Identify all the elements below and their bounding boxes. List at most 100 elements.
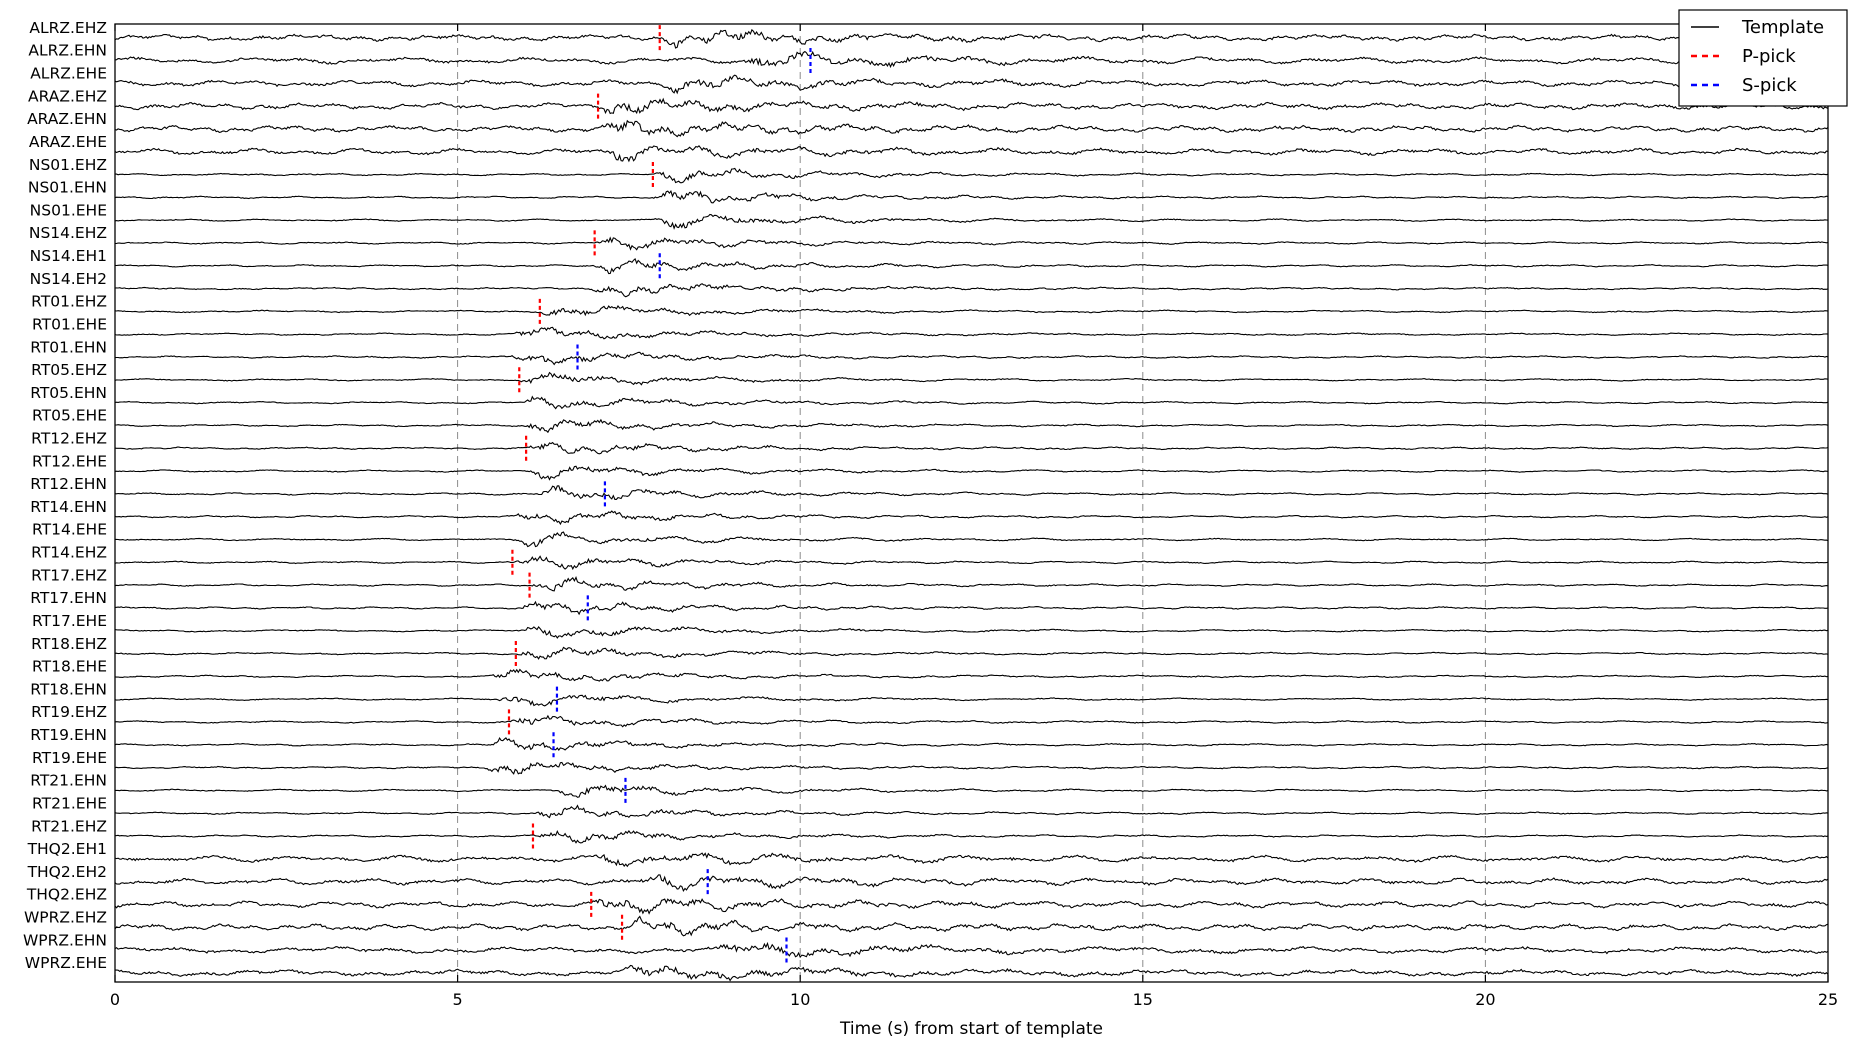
channel-label: RT12.EHE xyxy=(32,452,107,470)
channel-label: RT17.EHZ xyxy=(31,566,107,584)
channel-label: RT14.EHE xyxy=(32,521,107,539)
trace-thq2-ehz xyxy=(114,898,1829,915)
trace-rt19-ehe xyxy=(114,761,1829,775)
trace-rt05-ehn xyxy=(114,395,1829,410)
channel-label: RT14.EHZ xyxy=(31,544,107,562)
x-tick-label: 10 xyxy=(790,990,810,1009)
channel-label: RT05.EHN xyxy=(30,384,107,402)
channel-label: THQ2.EH2 xyxy=(27,863,107,881)
x-tick-label: 0 xyxy=(110,990,120,1009)
trace-ns14-eh2 xyxy=(114,283,1829,298)
trace-rt12-ehz xyxy=(114,441,1829,455)
channel-label: RT21.EHN xyxy=(30,772,107,790)
trace-rt21-ehn xyxy=(115,784,1829,798)
channel-label: RT21.EHE xyxy=(32,794,107,812)
trace-wprz-ehe xyxy=(115,964,1829,982)
trace-rt14-ehn xyxy=(114,510,1829,526)
x-axis-ticks: 0 5 10 15 20 25 xyxy=(110,24,1838,1009)
trace-alrz-ehn xyxy=(114,50,1829,69)
channel-label: THQ2.EH1 xyxy=(27,840,107,858)
legend-box xyxy=(1678,9,1848,107)
trace-araz-ehe xyxy=(114,145,1829,163)
legend-label: S-pick xyxy=(1742,75,1797,96)
channel-label: RT01.EHN xyxy=(30,338,107,356)
channel-label: ARAZ.EHZ xyxy=(28,87,107,105)
channel-label: ALRZ.EHE xyxy=(30,65,107,83)
channel-labels: ALRZ.EHZ ALRZ.EHN ALRZ.EHE ARAZ.EHZ ARAZ.EHN… xyxy=(23,19,107,972)
channel-label: ALRZ.EHZ xyxy=(29,19,107,37)
channel-label: RT18.EHN xyxy=(30,680,107,698)
channel-label: WPRZ.EHN xyxy=(23,931,107,949)
trace-rt17-ehn xyxy=(114,600,1829,616)
grid-lines xyxy=(457,24,1486,982)
channel-label: RT19.EHE xyxy=(32,749,107,767)
channel-label: WPRZ.EHE xyxy=(25,954,107,972)
channel-label: NS01.EHN xyxy=(28,179,107,197)
waveform-traces xyxy=(114,28,1829,982)
channel-label: ARAZ.EHN xyxy=(27,110,107,128)
channel-label: RT19.EHZ xyxy=(31,703,107,721)
trace-ns01-ehz xyxy=(115,167,1829,184)
trace-alrz-ehz xyxy=(114,28,1829,49)
channel-label: RT17.EHE xyxy=(32,612,107,630)
legend-label: Template xyxy=(1741,17,1824,38)
channel-label: RT21.EHZ xyxy=(31,817,107,835)
channel-label: RT18.EHZ xyxy=(31,635,107,653)
trace-ns14-eh1 xyxy=(114,257,1829,275)
channel-label: THQ2.EHZ xyxy=(26,886,107,904)
x-tick-label: 15 xyxy=(1133,990,1153,1009)
trace-rt12-ehe xyxy=(114,465,1829,481)
channel-label: RT19.EHN xyxy=(30,726,107,744)
channel-label: NS01.EHE xyxy=(30,201,107,219)
channel-label: RT12.EHZ xyxy=(31,429,107,447)
channel-label: NS14.EHZ xyxy=(29,224,107,242)
trace-ns01-ehn xyxy=(114,190,1829,204)
channel-label: NS14.EH1 xyxy=(30,247,107,265)
channel-label: RT14.EHN xyxy=(30,498,107,516)
trace-rt14-ehz xyxy=(114,555,1829,571)
trace-thq2-eh2 xyxy=(114,874,1829,892)
plot-frame xyxy=(114,23,1829,983)
channel-label: NS14.EH2 xyxy=(30,270,107,288)
channel-label: WPRZ.EHZ xyxy=(24,908,107,926)
trace-ns14-ehz xyxy=(114,236,1829,251)
trace-rt17-ehe xyxy=(114,625,1829,639)
channel-label: NS01.EHZ xyxy=(29,156,107,174)
trace-rt01-ehe xyxy=(114,326,1829,340)
trace-rt12-ehn xyxy=(114,485,1829,500)
trace-rt21-ehz xyxy=(114,829,1829,844)
trace-rt18-ehn xyxy=(114,694,1829,707)
trace-araz-ehn xyxy=(114,119,1829,138)
channel-label: ARAZ.EHE xyxy=(29,133,107,151)
trace-rt17-ehz xyxy=(114,576,1829,592)
trace-rt05-ehz xyxy=(114,371,1829,386)
trace-rt05-ehe xyxy=(115,418,1829,434)
trace-wprz-ehz xyxy=(114,915,1829,937)
channel-label: RT17.EHN xyxy=(30,589,107,607)
channel-label: ALRZ.EHN xyxy=(28,42,107,60)
trace-thq2-eh1 xyxy=(114,852,1829,868)
trace-ns01-ehe xyxy=(114,213,1829,230)
x-tick-label: 25 xyxy=(1818,990,1838,1009)
channel-label: RT18.EHE xyxy=(32,658,107,676)
legend-label: P-pick xyxy=(1742,46,1796,67)
trace-rt01-ehz xyxy=(114,305,1829,317)
trace-rt21-ehe xyxy=(114,804,1829,819)
channel-label: RT12.EHN xyxy=(30,475,107,493)
x-axis-label: Time (s) from start of template xyxy=(839,1019,1103,1039)
channel-label: RT05.EHZ xyxy=(31,361,107,379)
channel-label: RT05.EHE xyxy=(32,407,107,425)
trace-rt18-ehz xyxy=(114,646,1829,660)
trace-rt19-ehn xyxy=(114,737,1829,752)
trace-rt14-ehe xyxy=(115,531,1829,548)
channel-label: RT01.EHE xyxy=(32,315,107,333)
x-tick-label: 5 xyxy=(453,990,463,1009)
channel-label: RT01.EHZ xyxy=(31,293,107,311)
trace-wprz-ehn xyxy=(114,941,1829,959)
trace-rt18-ehe xyxy=(114,668,1829,682)
trace-araz-ehz xyxy=(114,97,1829,115)
trace-alrz-ehe xyxy=(114,74,1829,95)
trace-rt19-ehz xyxy=(114,714,1829,728)
